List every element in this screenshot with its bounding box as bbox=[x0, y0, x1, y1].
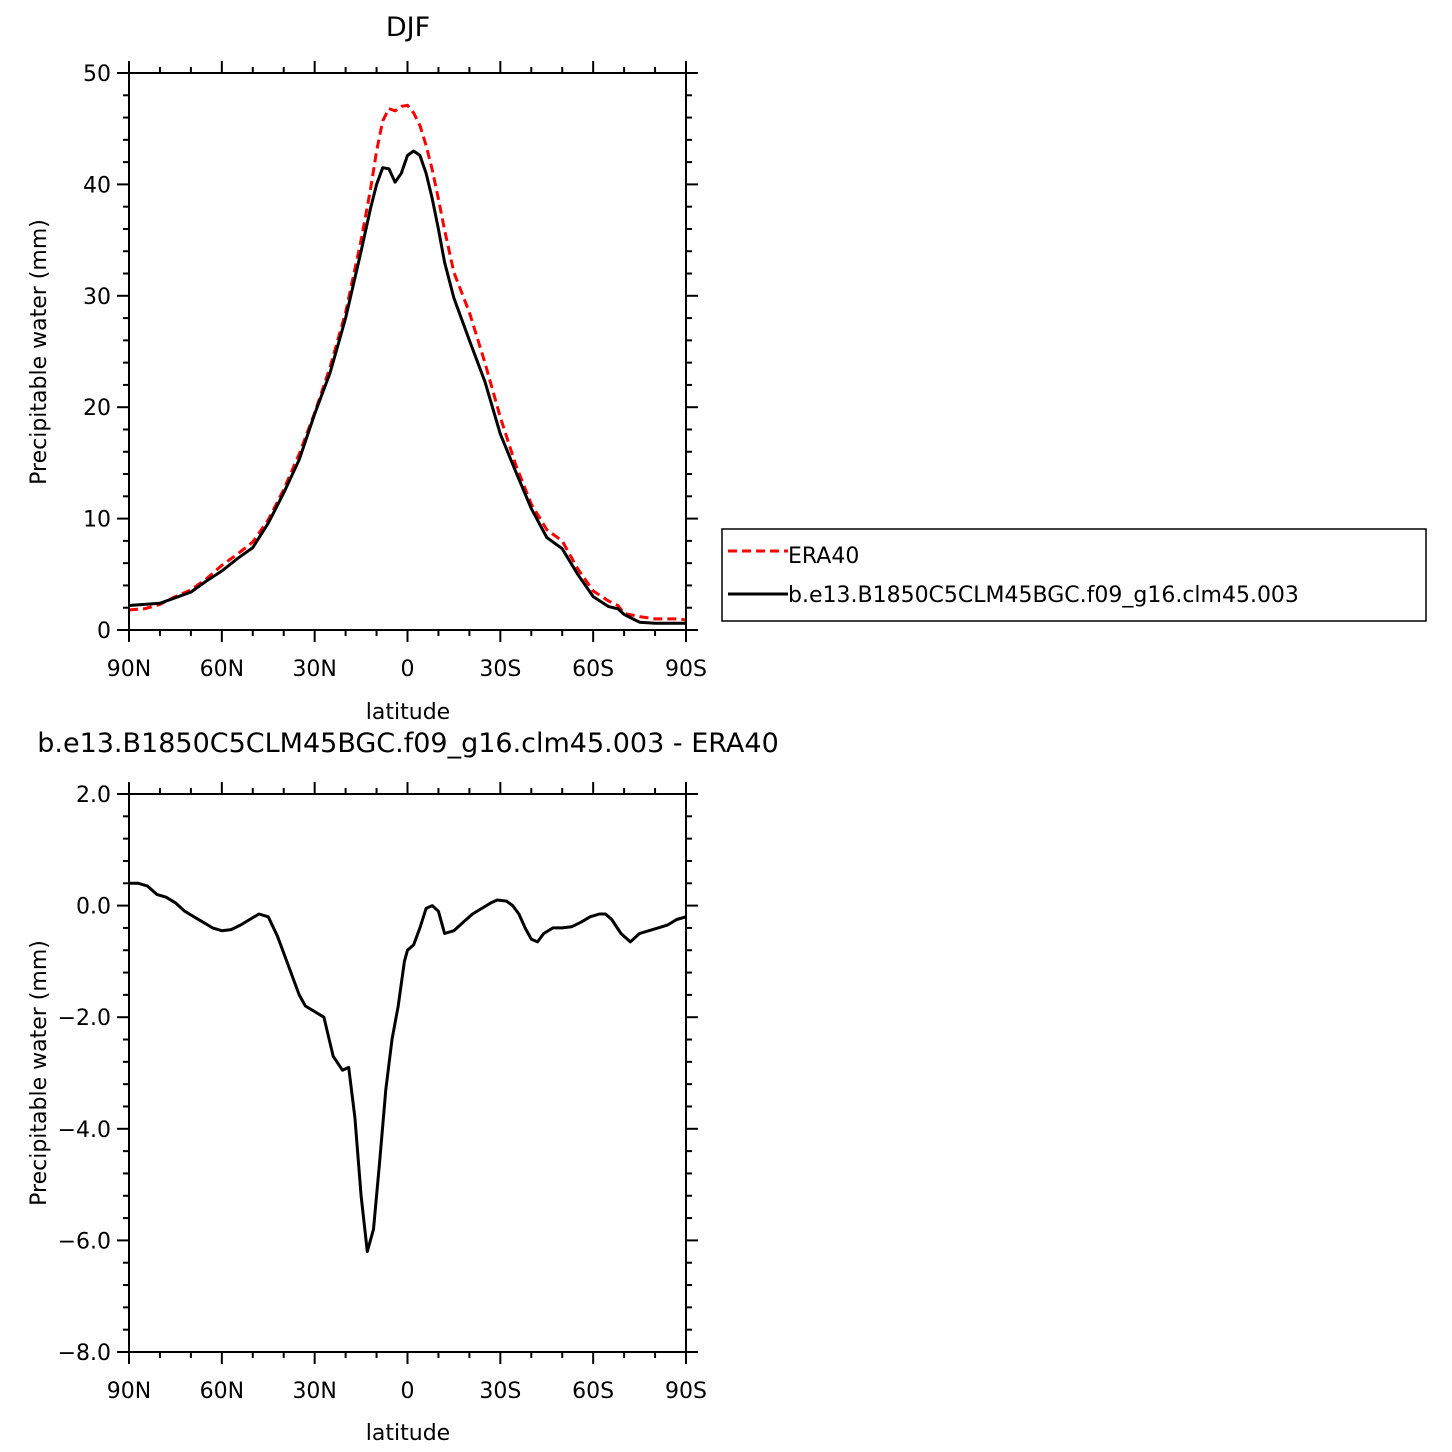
y-tick-label: 0.0 bbox=[76, 895, 111, 920]
y-tick-label: 10 bbox=[83, 508, 111, 533]
y-tick-label: −6.0 bbox=[58, 1229, 111, 1254]
y-tick-label: −8.0 bbox=[58, 1341, 111, 1366]
y-tick-label: 20 bbox=[83, 396, 111, 421]
bottom-panel: b.e13.B1850C5CLM45BGC.f09_g16.clm45.003 … bbox=[27, 728, 779, 1446]
x-tick-label: 0 bbox=[401, 1379, 415, 1404]
bottom-panel-title: b.e13.B1850C5CLM45BGC.f09_g16.clm45.003 … bbox=[37, 728, 779, 759]
top-panel-x-axis-label: latitude bbox=[366, 700, 450, 725]
legend-label-era40: ERA40 bbox=[788, 544, 859, 569]
top-panel-lines bbox=[128, 103, 687, 625]
x-tick-label: 30N bbox=[292, 657, 336, 682]
x-tick-label: 60S bbox=[572, 1379, 614, 1404]
top-panel-ticks: 90N 60N 30N 0 30S 60S 90S 0 10 20 30 40 50 bbox=[83, 61, 707, 682]
x-tick-label: 90S bbox=[665, 1379, 707, 1404]
y-tick-label: 40 bbox=[83, 173, 111, 198]
bottom-panel-x-axis-label: latitude bbox=[366, 1421, 450, 1446]
x-tick-label: 90S bbox=[665, 657, 707, 682]
x-tick-label: 60S bbox=[572, 657, 614, 682]
legend-box bbox=[721, 528, 1427, 622]
y-tick-label: 0 bbox=[97, 619, 111, 644]
x-tick-label: 60N bbox=[200, 657, 244, 682]
series-line-0 bbox=[128, 103, 687, 622]
bottom-panel-y-axis-label: Precipitable water (mm) bbox=[27, 940, 52, 1206]
legend: ERA40 b.e13.B1850C5CLM45BGC.f09_g16.clm4… bbox=[721, 528, 1427, 622]
top-panel-y-axis-label: Precipitable water (mm) bbox=[27, 219, 52, 485]
x-tick-label: 30S bbox=[479, 657, 521, 682]
top-panel-plot-frame bbox=[128, 72, 687, 631]
y-tick-label: 50 bbox=[83, 62, 111, 87]
y-tick-label: −2.0 bbox=[58, 1006, 111, 1031]
legend-label-model: b.e13.B1850C5CLM45BGC.f09_g16.clm45.003 bbox=[788, 583, 1299, 608]
y-tick-label: −4.0 bbox=[58, 1118, 111, 1143]
series-line-0 bbox=[129, 881, 687, 1254]
y-tick-label: 30 bbox=[83, 285, 111, 310]
series-line-1 bbox=[128, 149, 686, 625]
bottom-panel-lines bbox=[129, 881, 687, 1254]
x-tick-label: 60N bbox=[200, 1379, 244, 1404]
bottom-panel-plot-frame bbox=[128, 793, 687, 1353]
x-tick-label: 0 bbox=[401, 657, 415, 682]
y-tick-label: 2.0 bbox=[76, 783, 111, 808]
x-tick-label: 90N bbox=[107, 1379, 151, 1404]
top-panel: DJF Precipitable water (mm) latitude 90N… bbox=[27, 12, 707, 725]
top-panel-title: DJF bbox=[386, 12, 430, 43]
x-tick-label: 90N bbox=[107, 657, 151, 682]
bottom-panel-ticks: 90N 60N 30N 0 30S 60S 90S 2.0 0.0 −2.0 −4.0 −6.0 −8.… bbox=[58, 782, 707, 1404]
x-tick-label: 30S bbox=[479, 1379, 521, 1404]
x-tick-label: 30N bbox=[292, 1379, 336, 1404]
